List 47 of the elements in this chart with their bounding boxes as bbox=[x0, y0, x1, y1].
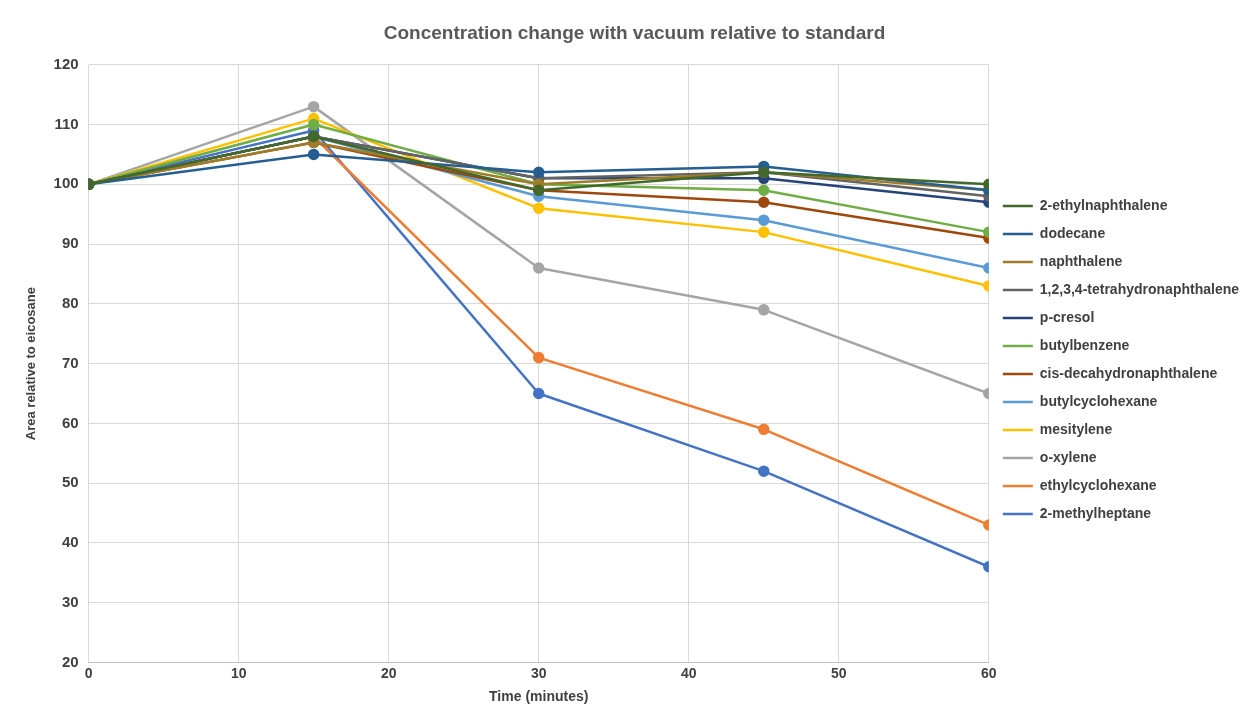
point bbox=[758, 465, 770, 477]
legend-label: dodecane bbox=[1039, 224, 1106, 241]
x-tick-label: 40 bbox=[680, 664, 697, 681]
x-tick-label: 60 bbox=[981, 664, 997, 681]
legend-label: 2-ethylnaphthalene bbox=[1039, 196, 1168, 213]
x-tick-label: 0 bbox=[84, 664, 93, 681]
x-axis-title: Time (minutes) bbox=[489, 688, 589, 705]
x-tick-label: 30 bbox=[530, 664, 547, 681]
y-tick-label: 80 bbox=[61, 293, 79, 311]
point bbox=[307, 100, 320, 113]
x-tick-label: 20 bbox=[380, 664, 397, 681]
legend-label: 1,2,3,4-tetrahydronaphthalene bbox=[1039, 280, 1240, 297]
legend-label: cis-decahydronaphthalene bbox=[1039, 364, 1218, 381]
y-tick-label: 20 bbox=[61, 652, 79, 670]
legend-label: 2-methylheptane bbox=[1039, 504, 1152, 521]
legend-label: mesitylene bbox=[1039, 420, 1113, 437]
point bbox=[758, 214, 770, 226]
point bbox=[532, 351, 545, 364]
legend-label: o-xylene bbox=[1039, 448, 1097, 465]
y-tick-label: 120 bbox=[53, 54, 79, 72]
y-tick-label: 90 bbox=[61, 234, 79, 252]
x-tick-label: 10 bbox=[230, 664, 247, 681]
legend-label: butylcyclohexane bbox=[1039, 392, 1158, 409]
point bbox=[758, 423, 770, 436]
legend-label: butylbenzene bbox=[1039, 336, 1130, 353]
point bbox=[532, 166, 545, 179]
y-tick-label: 30 bbox=[61, 592, 79, 610]
y-axis-title: Area relative to eicosane bbox=[23, 287, 39, 441]
point bbox=[758, 304, 770, 316]
point bbox=[307, 118, 320, 131]
y-tick-label: 40 bbox=[61, 533, 79, 551]
legend-label: naphthalene bbox=[1039, 252, 1123, 269]
y-tick-label: 50 bbox=[61, 473, 79, 491]
legend-label: p-cresol bbox=[1039, 308, 1095, 325]
legend-label: ethylcyclohexane bbox=[1039, 476, 1157, 493]
point bbox=[532, 202, 545, 214]
point bbox=[758, 226, 770, 238]
point bbox=[532, 387, 545, 400]
point bbox=[758, 184, 770, 197]
point bbox=[532, 262, 545, 274]
chart-title: Concentration change with vacuum relative to standard bbox=[383, 21, 886, 43]
y-tick-label: 70 bbox=[61, 353, 79, 371]
y-tick-label: 110 bbox=[54, 114, 79, 132]
x-tick-label: 50 bbox=[831, 664, 847, 681]
point bbox=[307, 148, 320, 161]
y-tick-label: 100 bbox=[53, 174, 79, 192]
y-tick-label: 60 bbox=[61, 413, 79, 431]
